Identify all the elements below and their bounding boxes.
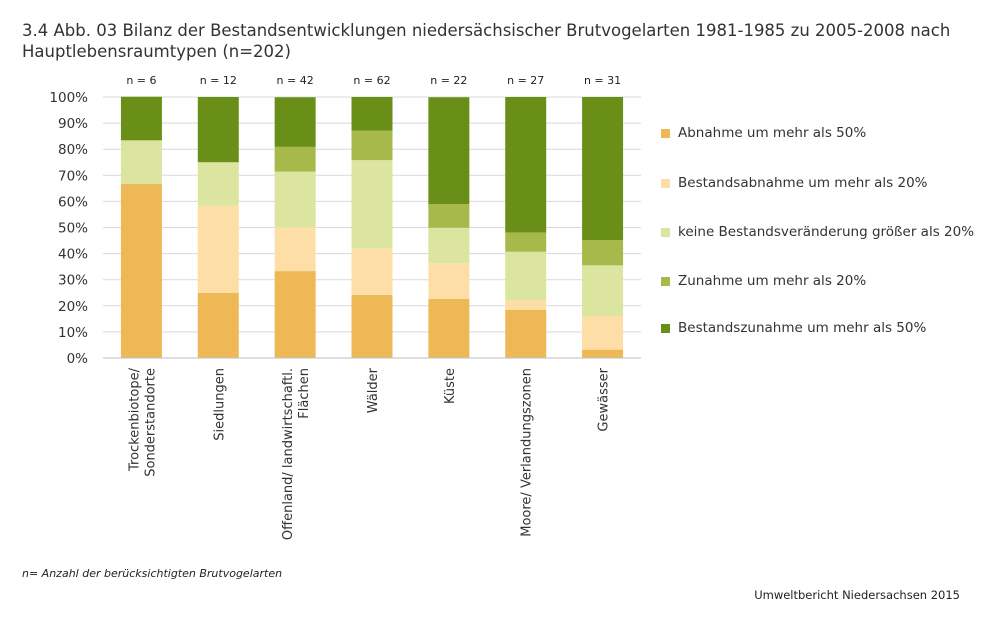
n-label: n = 31 [584,74,621,87]
bar-segment [351,248,393,295]
legend-label: Bestandszunahme um mehr als 50% [678,320,927,336]
n-label: n = 27 [507,74,544,87]
bar-segment [351,130,393,161]
bar-segment [582,349,624,358]
bar-segment [274,146,316,172]
bar-segment [582,265,624,316]
chart-title: 3.4 Abb. 03 Bilanz der Bestandsentwicklu… [22,21,951,61]
n-label: n = 62 [353,74,390,87]
bar-segment [351,294,393,358]
bar-segment [428,227,470,264]
bar-segment [505,232,547,252]
legend-label: Abnahme um mehr als 50% [678,125,867,141]
bar-segment [505,97,547,233]
x-tick-label: Trockenbiotope/Sonderstandorte [127,367,158,476]
legend-swatch [661,178,670,188]
footnote: n= Anzahl der berücksichtigten Brutvogel… [22,567,283,580]
bar-segment [428,263,470,299]
legend-item: Bestandsabnahme um mehr als 20% [661,175,928,191]
bar-segment [428,204,470,228]
y-tick-label: 20% [58,299,88,315]
bar-segment [582,97,624,241]
legend-item: Abnahme um mehr als 50% [661,125,866,141]
x-tick-label: Offenland/ landwirtschaftl.Flächen [281,368,312,540]
legend-item: Zunahme um mehr als 20% [661,273,866,289]
bar-segment [197,97,239,163]
legend-label: Bestandsabnahme um mehr als 20% [678,175,928,191]
bar-segment [428,97,470,205]
y-tick-label: 0% [67,351,89,367]
y-tick-label: 80% [58,142,88,158]
y-tick-label: 60% [58,194,88,210]
legend-swatch [661,276,670,286]
n-label: n = 22 [430,74,467,87]
bar-segment [274,171,316,228]
source-label: Umweltbericht Niedersachsen 2015 [754,588,960,602]
bar-segment [351,97,393,131]
n-label: n = 42 [277,74,314,87]
n-label: n = 12 [200,74,237,87]
bar-segment [505,309,547,358]
legend-swatch [661,128,670,138]
bar-segment [582,315,624,350]
x-tick-label: Gewässer [597,367,612,431]
legend-swatch [661,323,670,333]
bar-segment [120,140,162,184]
bar-segment [197,162,239,206]
x-tick-label: Küste [443,368,458,404]
bar-segment [351,160,393,249]
y-tick-label: 50% [58,221,88,237]
bar-segment [274,97,316,147]
y-tick-label: 40% [58,247,88,263]
bar-segment [120,183,162,358]
bar-segment [582,240,624,266]
bar-segment [505,300,547,310]
legend-swatch [661,227,670,237]
legend-item: keine Bestandsveränderung größer als 20% [661,224,974,240]
legend-label: Zunahme um mehr als 20% [678,273,867,289]
x-tick-label: Moore/ Verlandungszonen [520,368,535,537]
y-tick-label: 90% [58,116,88,132]
y-tick-label: 70% [58,168,88,184]
y-tick-label: 10% [58,325,88,341]
y-tick-label: 30% [58,273,88,289]
bar-segment [120,96,162,141]
legend-label: keine Bestandsveränderung größer als 20% [678,224,975,240]
bar-segment [428,298,470,358]
bar-segment [274,227,316,272]
bar-segment [197,292,239,358]
bar-segment [197,205,239,293]
y-tick-label: 100% [49,90,88,106]
legend-item: Bestandszunahme um mehr als 50% [661,320,926,336]
x-tick-label: Siedlungen [212,368,227,441]
bar-segment [505,251,547,301]
bar-segment [274,271,316,358]
x-tick-label: Wälder [366,367,381,413]
n-label: n = 6 [126,74,156,87]
